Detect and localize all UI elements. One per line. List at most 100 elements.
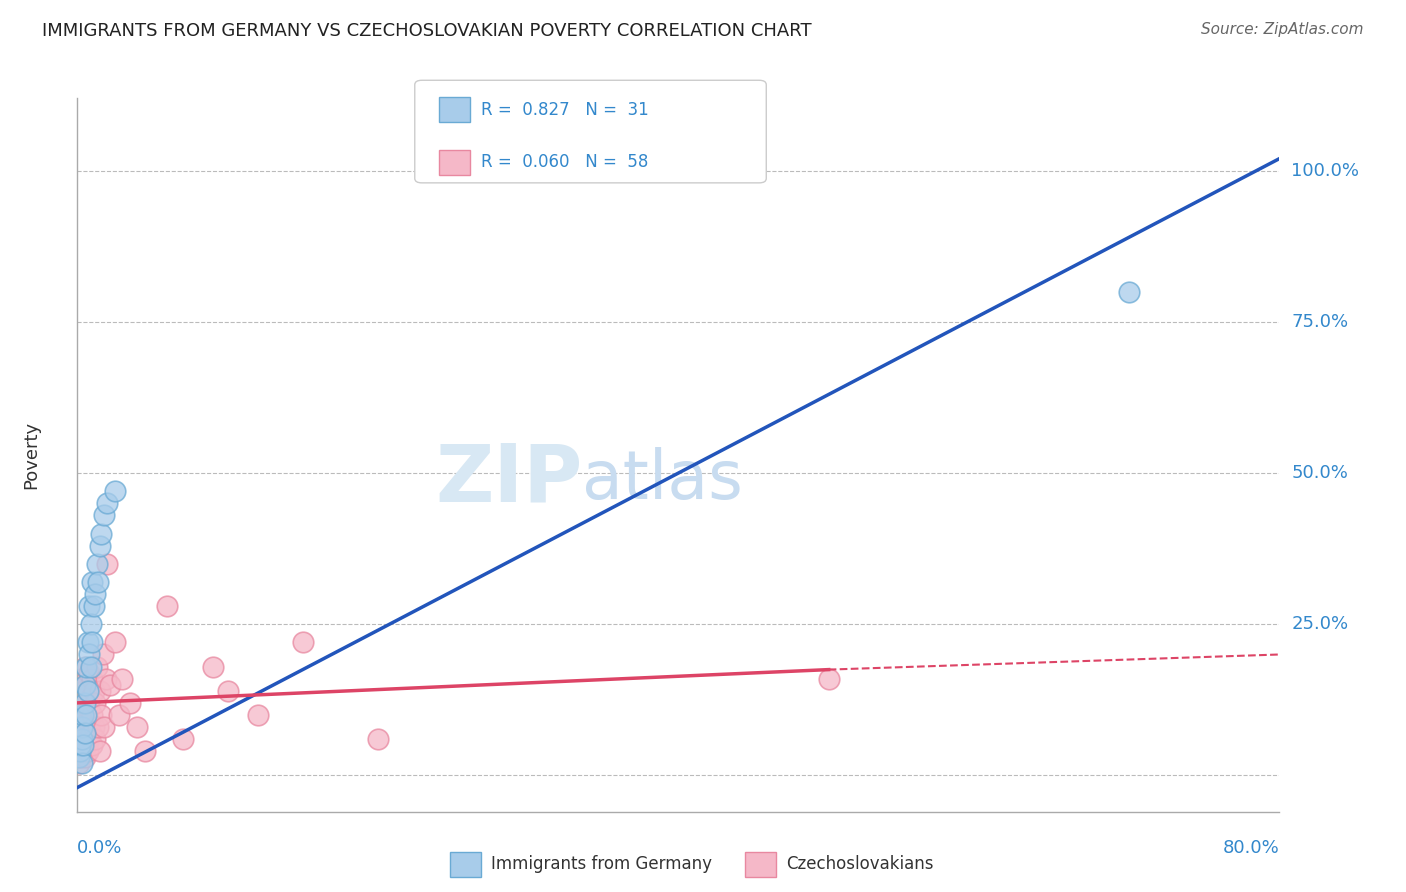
Point bbox=[70, 744, 93, 758]
Point bbox=[76, 714, 98, 728]
Point bbox=[69, 738, 91, 752]
Point bbox=[108, 708, 131, 723]
Point bbox=[83, 683, 105, 698]
Point bbox=[80, 617, 103, 632]
Point bbox=[69, 726, 91, 740]
Point bbox=[69, 750, 91, 764]
Point bbox=[100, 678, 122, 692]
Text: 50.0%: 50.0% bbox=[1292, 464, 1348, 482]
Point bbox=[70, 720, 93, 734]
Point bbox=[79, 702, 101, 716]
Text: Czechoslovakians: Czechoslovakians bbox=[786, 855, 934, 873]
Point bbox=[87, 720, 110, 734]
Point bbox=[72, 708, 94, 723]
Point bbox=[82, 635, 104, 649]
Point bbox=[79, 648, 101, 662]
Point bbox=[93, 508, 115, 523]
Point bbox=[70, 696, 93, 710]
Point bbox=[72, 738, 94, 752]
Point bbox=[83, 599, 105, 613]
Point bbox=[72, 683, 94, 698]
Point bbox=[86, 557, 108, 571]
Point bbox=[79, 599, 101, 613]
Point bbox=[134, 744, 156, 758]
Point bbox=[86, 659, 108, 673]
Point bbox=[89, 744, 111, 758]
Text: Poverty: Poverty bbox=[22, 421, 41, 489]
Point bbox=[82, 738, 104, 752]
Text: 0.0%: 0.0% bbox=[77, 839, 122, 857]
Text: 100.0%: 100.0% bbox=[1292, 161, 1360, 179]
Point bbox=[75, 659, 97, 673]
Point bbox=[69, 708, 91, 723]
Point bbox=[80, 690, 103, 704]
Text: IMMIGRANTS FROM GERMANY VS CZECHOSLOVAKIAN POVERTY CORRELATION CHART: IMMIGRANTS FROM GERMANY VS CZECHOSLOVAKI… bbox=[42, 22, 811, 40]
Text: 75.0%: 75.0% bbox=[1292, 313, 1348, 331]
Point bbox=[94, 672, 117, 686]
Text: ZIP: ZIP bbox=[434, 441, 582, 519]
Point bbox=[82, 708, 104, 723]
Point bbox=[1118, 285, 1140, 299]
Point bbox=[75, 708, 97, 723]
Point bbox=[73, 720, 96, 734]
Point bbox=[73, 690, 96, 704]
Point bbox=[104, 635, 127, 649]
Point bbox=[111, 672, 134, 686]
Point bbox=[72, 732, 94, 747]
Point bbox=[817, 672, 839, 686]
Point bbox=[72, 708, 94, 723]
Point bbox=[70, 672, 93, 686]
Point bbox=[217, 683, 239, 698]
Point bbox=[73, 678, 96, 692]
Point bbox=[201, 659, 224, 673]
Point bbox=[89, 683, 111, 698]
Point bbox=[89, 539, 111, 553]
Point bbox=[96, 557, 118, 571]
Point bbox=[67, 738, 90, 752]
Text: Immigrants from Germany: Immigrants from Germany bbox=[491, 855, 711, 873]
Text: 25.0%: 25.0% bbox=[1292, 615, 1348, 633]
Point bbox=[69, 744, 91, 758]
Point bbox=[82, 574, 104, 589]
Text: R =  0.827   N =  31: R = 0.827 N = 31 bbox=[481, 101, 648, 119]
Point bbox=[79, 732, 101, 747]
Point bbox=[70, 720, 93, 734]
Point bbox=[84, 696, 107, 710]
Point bbox=[79, 665, 101, 680]
Text: atlas: atlas bbox=[582, 447, 744, 513]
Point bbox=[70, 732, 93, 747]
Point bbox=[76, 683, 98, 698]
Point bbox=[87, 574, 110, 589]
Point bbox=[91, 648, 114, 662]
Point bbox=[76, 744, 98, 758]
Point bbox=[127, 720, 149, 734]
Text: R =  0.060   N =  58: R = 0.060 N = 58 bbox=[481, 153, 648, 171]
Point bbox=[73, 659, 96, 673]
Point bbox=[73, 750, 96, 764]
Point bbox=[75, 738, 97, 752]
Point bbox=[90, 708, 112, 723]
Point bbox=[84, 732, 107, 747]
Point bbox=[96, 496, 118, 510]
Point bbox=[90, 526, 112, 541]
Point bbox=[82, 672, 104, 686]
Point bbox=[104, 484, 127, 499]
Point bbox=[118, 696, 141, 710]
Point bbox=[80, 659, 103, 673]
Point bbox=[84, 587, 107, 601]
Point bbox=[76, 635, 98, 649]
Point bbox=[67, 756, 90, 771]
Text: Source: ZipAtlas.com: Source: ZipAtlas.com bbox=[1201, 22, 1364, 37]
Point bbox=[156, 599, 179, 613]
Point bbox=[246, 708, 269, 723]
Text: 80.0%: 80.0% bbox=[1223, 839, 1279, 857]
Point bbox=[73, 726, 96, 740]
Point bbox=[93, 720, 115, 734]
Point bbox=[75, 708, 97, 723]
Point bbox=[70, 756, 93, 771]
Point bbox=[76, 683, 98, 698]
Point bbox=[367, 732, 389, 747]
Point bbox=[291, 635, 314, 649]
Point bbox=[73, 696, 96, 710]
Point bbox=[172, 732, 194, 747]
